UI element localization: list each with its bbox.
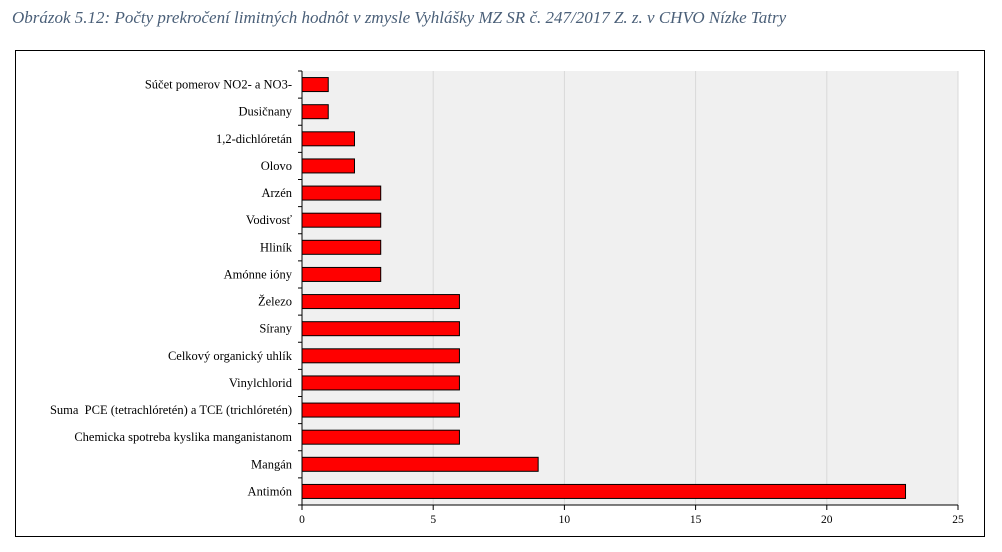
x-tick-label: 0 [299,514,305,526]
x-tick-label: 5 [430,514,436,526]
category-label: Železo [258,295,292,309]
bar [301,375,460,391]
bar [301,104,329,120]
category-label: Suma PCE (tetrachlóretén) a TCE (trichló… [50,403,292,417]
category-label: Sírany [259,322,292,336]
bar [301,131,355,147]
bar [301,402,460,418]
bar [301,348,460,364]
category-label: Chemicka spotreba kyslika manganistanom [74,430,292,444]
category-label: Vinylchlorid [229,376,293,390]
category-label: Dusičnany [239,105,293,119]
bar [301,429,460,445]
bar [301,212,382,228]
bar [301,294,460,310]
category-label: Amónne ióny [224,267,293,281]
bar [301,321,460,337]
bar [301,483,907,499]
x-tick-label: 15 [690,514,702,526]
category-label: Celkový organický uhlík [168,349,293,363]
bar [301,77,329,93]
bar [301,239,382,255]
category-label: Súčet pomerov NO2- a NO3- [145,78,292,92]
bar [301,266,382,282]
bar [301,158,355,174]
x-tick-label: 20 [821,514,833,526]
category-label: Arzén [261,186,292,200]
x-tick-label: 10 [559,514,571,526]
category-label: Antimón [248,484,293,498]
category-label: Hliník [260,240,293,254]
figure-caption: Obrázok 5.12: Počty prekročení limitných… [12,8,787,27]
category-label: Vodivosť [246,213,293,227]
bar [301,185,382,201]
bar-chart: Súčet pomerov NO2- a NO3- Dusičnany 1,2-di… [50,70,964,526]
category-label: Olovo [261,159,292,173]
bar [301,456,539,472]
x-tick-label: 25 [952,514,964,526]
chart-frame: Súčet pomerov NO2- a NO3- Dusičnany 1,2-di… [15,50,985,537]
category-label: Mangán [251,457,293,471]
category-label: 1,2-dichlóretán [216,132,293,146]
